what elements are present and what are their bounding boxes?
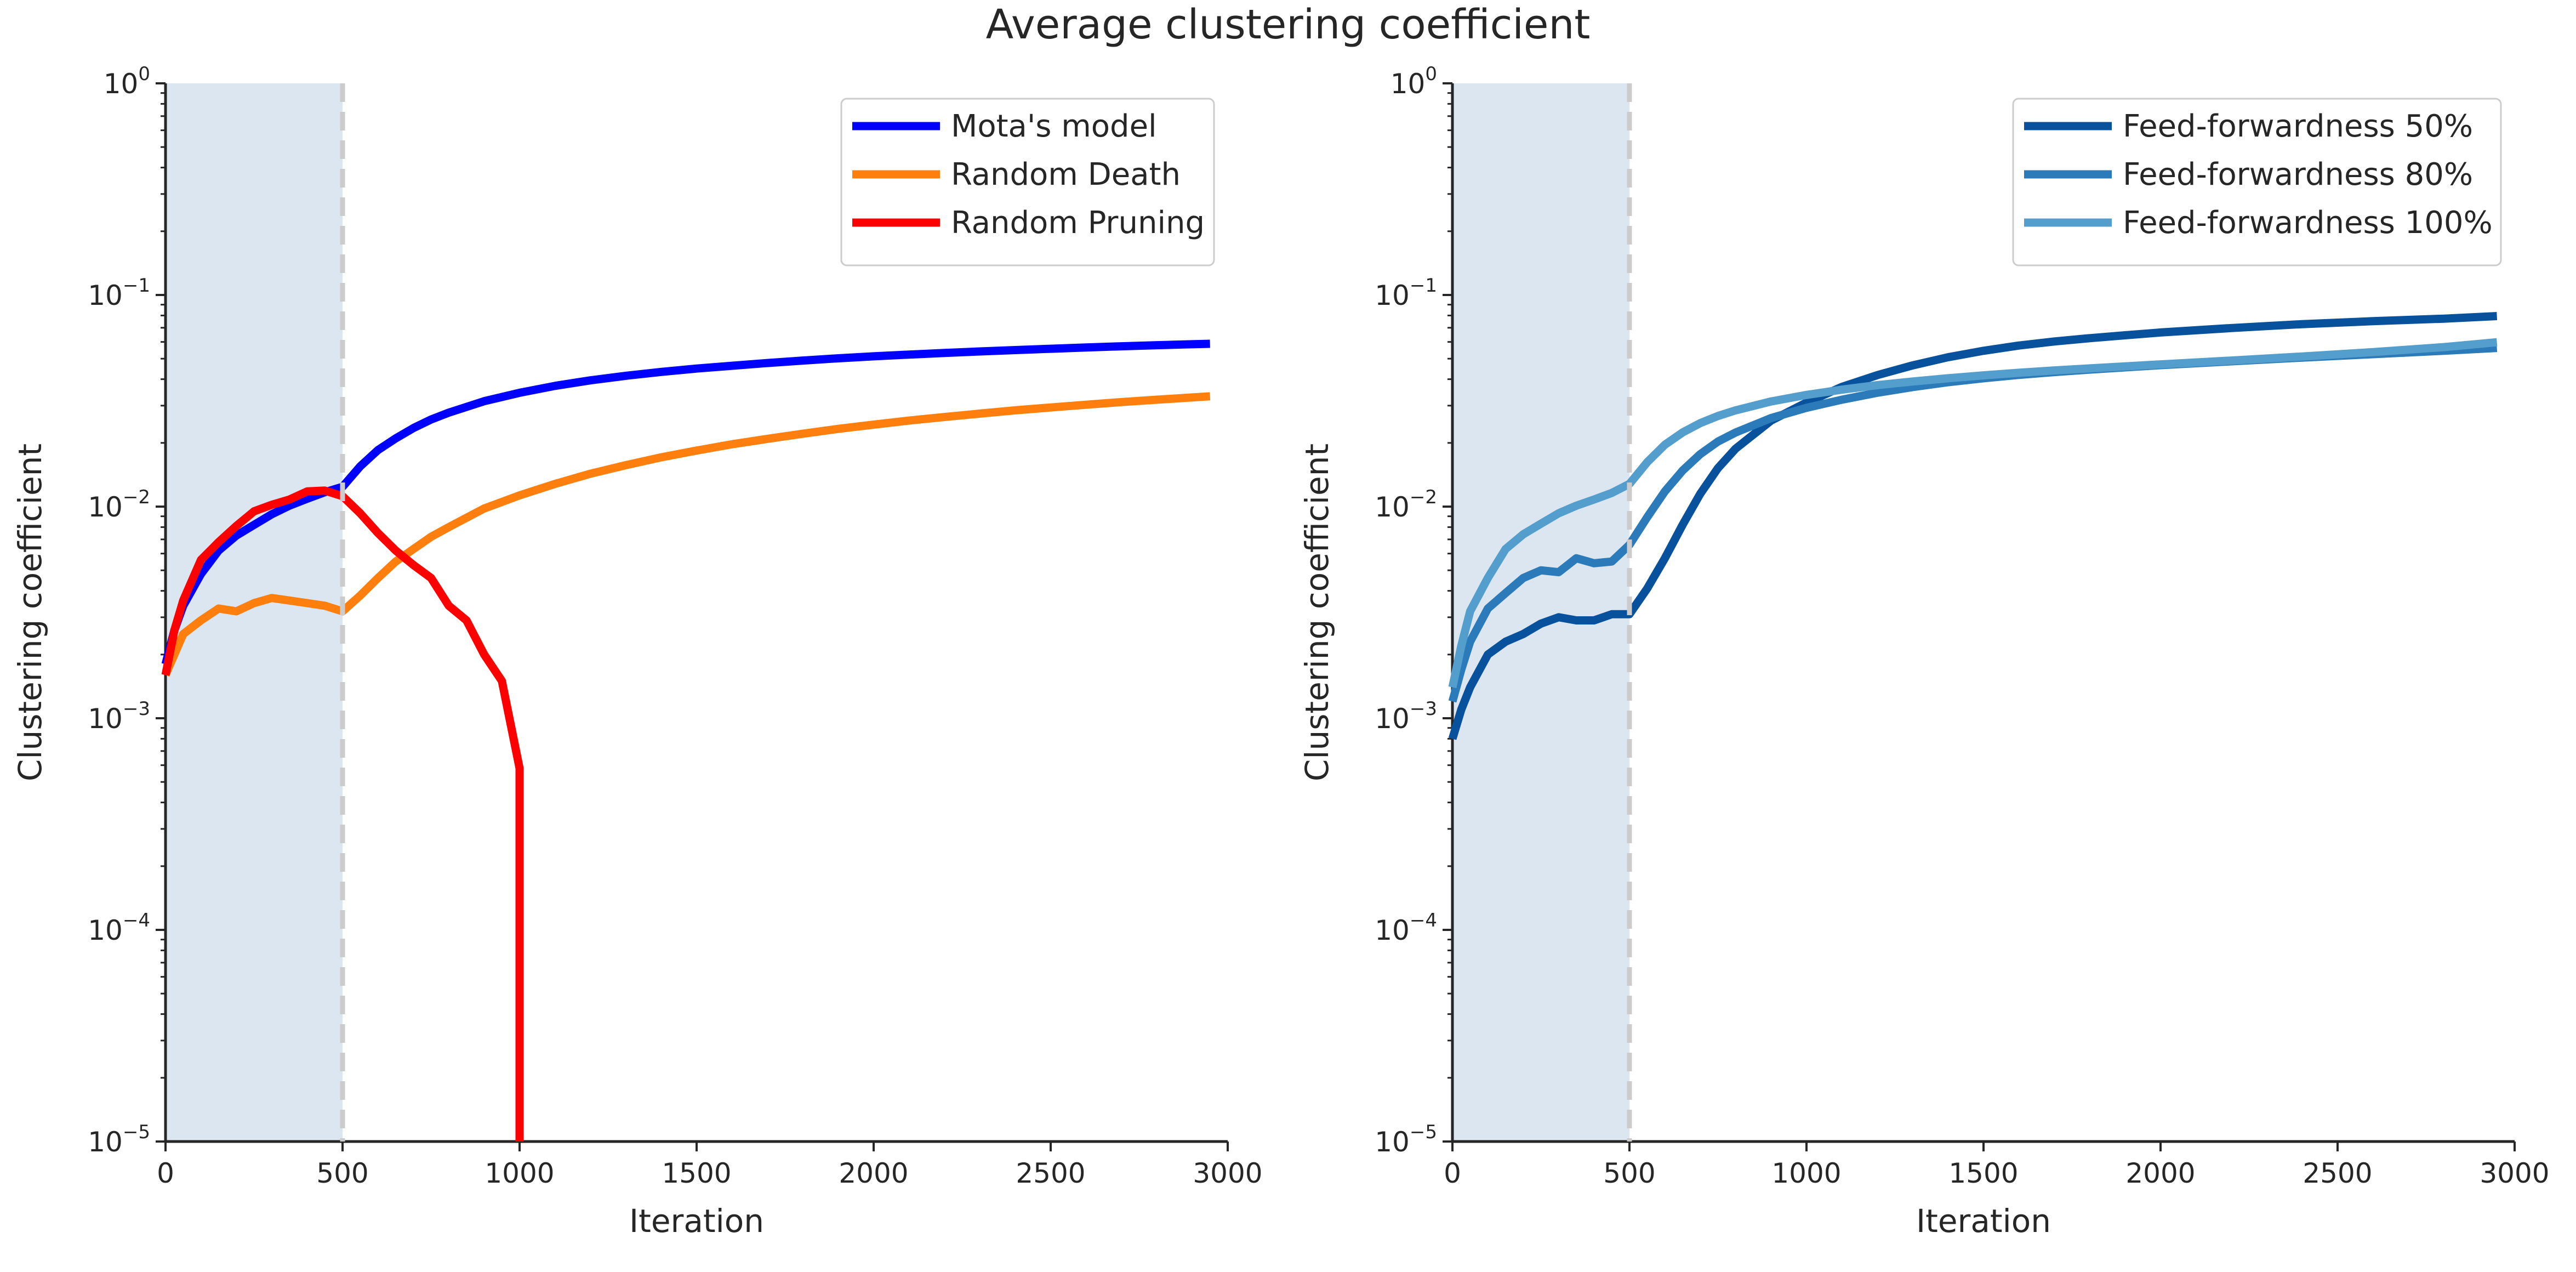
left-series-line-2 xyxy=(162,392,1211,677)
left-x-tick-label: 500 xyxy=(316,1157,368,1189)
left-x-tick-label: 2000 xyxy=(839,1157,908,1189)
right-y-tick-label: 10−2 xyxy=(1375,486,1437,523)
right-legend-label: Feed-forwardness 50% xyxy=(2123,109,2473,144)
left-legend-label: Random Death xyxy=(951,157,1181,192)
left-x-tick-label: 0 xyxy=(157,1157,174,1189)
right-x-tick-label: 1000 xyxy=(1771,1157,1841,1189)
right-series-line-1 xyxy=(1448,312,2498,740)
right-x-tick-label: 0 xyxy=(1444,1157,1461,1189)
right-series-line-3 xyxy=(1448,338,2498,689)
right-x-tick-label: 3000 xyxy=(2480,1157,2549,1189)
right-x-tick-label: 2500 xyxy=(2303,1157,2372,1189)
right-shaded-region xyxy=(1452,83,1629,1142)
left-series-line-1 xyxy=(161,339,1210,666)
right-x-tick-label: 2000 xyxy=(2125,1157,2195,1189)
right-x-axis-label: Iteration xyxy=(1916,1202,2051,1240)
right-legend-label: Feed-forwardness 80% xyxy=(2123,157,2473,192)
left-legend-label: Random Pruning xyxy=(951,205,1205,241)
left-x-tick-label: 2500 xyxy=(1016,1157,1085,1189)
right-y-axis-label: Clustering coefficient xyxy=(1298,444,1336,781)
right-legend: Feed-forwardness 50% Feed-forwardness 80%… xyxy=(2012,98,2502,266)
left-x-axis-label: Iteration xyxy=(629,1202,764,1240)
figure-title: Average clustering coefficient xyxy=(986,1,1591,48)
left-x-tick-label: 1000 xyxy=(485,1157,554,1189)
left-legend-label: Mota's model xyxy=(951,109,1157,144)
right-y-tick-label: 10−1 xyxy=(1375,275,1437,311)
left-y-tick-label: 10−4 xyxy=(88,910,150,946)
right-legend-box xyxy=(2012,98,2502,266)
left-y-tick-label: 10−5 xyxy=(88,1121,150,1158)
right-y-tick-label: 10−3 xyxy=(1375,698,1437,735)
right-y-tick-label: 10−4 xyxy=(1375,910,1437,946)
right-chart-panel: 0 500 1000 1500 2000 2500 3000 100 10−1 10−2 10−3 1… xyxy=(1298,63,2550,1240)
left-y-tick-label: 10−2 xyxy=(88,486,150,523)
right-x-tick-label: 500 xyxy=(1603,1157,1655,1189)
right-y-tick-label: 10−5 xyxy=(1375,1121,1437,1158)
right-x-tick-label: 1500 xyxy=(1948,1157,2018,1189)
left-x-tick-label: 3000 xyxy=(1193,1157,1262,1189)
left-y-tick-label: 10−3 xyxy=(88,698,150,735)
left-shaded-region xyxy=(166,83,343,1142)
left-y-axis-label: Clustering coefficient xyxy=(12,444,49,781)
left-y-tick-label: 10−1 xyxy=(88,275,150,311)
right-y-tick-label: 100 xyxy=(1390,63,1437,100)
right-legend-label: Feed-forwardness 100% xyxy=(2123,205,2493,241)
left-chart-panel: 0 500 1000 1500 2000 2500 3000 100 10−1 10−2 10−3 1… xyxy=(12,63,1263,1240)
left-y-tick-label: 100 xyxy=(104,63,150,100)
left-x-tick-label: 1500 xyxy=(662,1157,731,1189)
left-legend: Mota's model Random Death Random Pruning xyxy=(840,98,1215,266)
